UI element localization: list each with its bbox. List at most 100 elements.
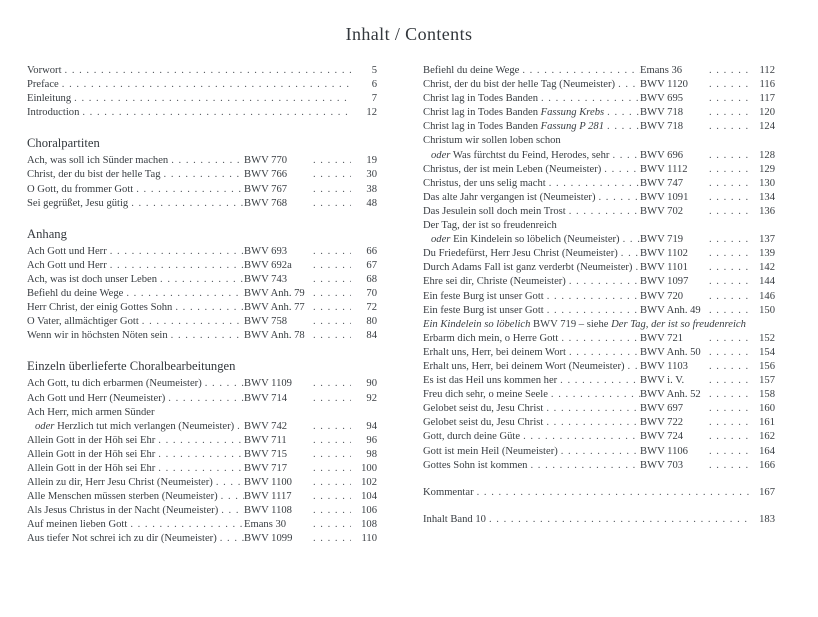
toc-entry: Aus tiefer Not schrei ich zu dir (Neumei…: [27, 532, 377, 546]
page-number: 112: [759, 65, 776, 76]
catalog-number: BWV 1102: [640, 248, 688, 260]
entry-text-segment: Vorwort: [27, 65, 62, 76]
catalog-number: BWV i. V.: [640, 375, 685, 387]
entry-title: Als Jesus Christus in der Nacht (Neumeis…: [27, 504, 218, 518]
catalog-number: Emans 30: [244, 519, 287, 531]
page-number: 104: [361, 491, 377, 503]
entry-title: O Gott, du frommer Gott: [27, 183, 133, 197]
dot-leader: [544, 290, 640, 304]
entry-head: Wenn wir in höchsten Nöten sein: [27, 329, 244, 343]
dot-leader: [474, 486, 749, 500]
entry-title: Freu dich sehr, o meine Seele: [423, 388, 548, 402]
entry-title: Auf meinen lieben Gott: [27, 518, 127, 532]
entry-head: Das alte Jahr vergangen ist (Neumeister): [423, 191, 640, 205]
entry-head: Christus, der ist mein Leben (Neumeister…: [423, 163, 640, 177]
dot-leader: [123, 287, 244, 301]
dot-leader: [706, 64, 749, 78]
catalog-number: BWV 758: [244, 316, 288, 328]
dot-leader: [706, 233, 749, 247]
entry-text-segment: Gott, durch deine Güte: [423, 431, 521, 443]
entry-head: Herr Christ, der einig Gottes Sohn: [27, 301, 244, 315]
entry-title: Ein feste Burg ist unser Gott: [423, 290, 544, 304]
entry-head: Christus, der uns selig macht: [423, 177, 640, 191]
catalog-number: BWV 702: [640, 205, 684, 217]
page-number: 100: [361, 462, 377, 474]
entry-text-segment: Christ lag in Todes Banden: [423, 93, 538, 105]
dot-leader: [706, 402, 749, 416]
entry-title: Ehre sei dir, Christe (Neumeister): [423, 275, 566, 289]
catalog-number: BWV 692a: [244, 259, 292, 271]
catalog-number: BWV 1100: [244, 477, 292, 489]
entry-text-segment: Ein feste Burg ist unser Gott: [423, 290, 544, 302]
entry-title: Ach, was ist doch unser Leben: [27, 273, 157, 287]
page-number: 144: [759, 276, 775, 288]
entry-title: Allein zu dir, Herr Jesu Christ (Neumeis…: [27, 476, 213, 490]
entry-text-segment: oder: [431, 234, 451, 246]
catalog-number: BWV 1101: [640, 262, 688, 274]
page-number: 116: [759, 79, 776, 91]
page-number: 92: [366, 392, 377, 404]
entry-text-segment: Gelobet seist du, Jesu Christ: [423, 417, 544, 429]
entry-text-segment: Kommentar: [423, 486, 474, 498]
entry-title: Preface: [27, 78, 59, 92]
entry-text-segment: Ehre sei dir, Christe (Neumeister): [423, 276, 566, 288]
page-number: 156: [759, 360, 775, 372]
entry-text-segment: Christ lag in Todes Banden: [423, 107, 541, 119]
entry-title: Christ lag in Todes Banden: [423, 92, 538, 106]
entry-head: Ach Gott und Herr: [27, 259, 244, 273]
entry-text-segment: Herzlich tut mich verlangen (Neumeister): [54, 420, 235, 432]
dot-leader: [706, 163, 749, 177]
catalog-number: BWV 722: [640, 417, 684, 429]
toc-entry: Christ lag in Todes Banden Fassung Krebs…: [423, 106, 775, 120]
dot-leader: [595, 191, 640, 205]
toc-entry: Ach, was ist doch unser Leben BWV 743 68: [27, 273, 377, 287]
catalog-number: Emans 36: [640, 65, 683, 76]
page-number: 183: [759, 513, 775, 525]
catalog-number: BWV 767: [244, 183, 288, 195]
entry-title: Christus, der uns selig macht: [423, 177, 546, 191]
page-number: 150: [759, 304, 775, 316]
page-number: 80: [366, 316, 377, 328]
entry-head: Ein feste Burg ist unser Gott: [423, 304, 640, 318]
dot-leader: [234, 420, 244, 434]
section-heading: Anhang: [27, 226, 67, 241]
entry-title: Herr Christ, der einig Gottes Sohn: [27, 301, 172, 315]
entry-title: Inhalt Band 10: [423, 513, 486, 527]
page-number: 166: [759, 459, 775, 471]
toc-entry: Erhalt uns, Herr, bei deinem Wort (Neume…: [423, 360, 775, 374]
entry-title: oder Ein Kindelein so löbelich (Neumeist…: [431, 233, 620, 247]
toc-entry: Ehre sei dir, Christe (Neumeister) BWV 10…: [423, 275, 775, 289]
entry-text-segment: oder: [35, 420, 55, 432]
dot-leader: [538, 92, 640, 106]
dot-leader: [310, 420, 351, 434]
entry-head: Das Jesulein soll doch mein Trost: [423, 205, 640, 219]
entry-title: Gott, durch deine Güte: [423, 430, 520, 444]
entry-text-segment: Durch Adams Fall ist ganz verderbt (Neum…: [423, 262, 633, 274]
entry-text-segment: Allein zu dir, Herr Jesu Christ (Neumeis…: [27, 477, 213, 489]
dot-leader: [107, 245, 244, 259]
entry-title: Du Friedefürst, Herr Jesu Christ (Neumei…: [423, 247, 618, 261]
toc-entry: Allein Gott in der Höh sei Ehr BWV 711 96: [27, 434, 377, 448]
entry-title: Ach Gott und Herr (Neumeister): [27, 392, 165, 406]
dot-leader: [310, 197, 351, 211]
entry-title: Ein Kindelein so löbelich BWV 719 – sieh…: [423, 318, 746, 332]
page-number: 98: [366, 448, 377, 460]
entry-text-segment: Erbarm dich mein, o Herre Gott: [423, 332, 559, 344]
dot-leader: [566, 205, 640, 219]
entry-text-segment: Auf meinen lieben Gott: [27, 519, 128, 531]
entry-text-segment: Befiehl du deine Wege: [423, 65, 520, 76]
dot-leader: [310, 273, 351, 287]
dot-leader: [618, 247, 640, 261]
entry-text-segment: oder: [431, 149, 451, 161]
dot-leader: [172, 301, 244, 315]
catalog-number: BWV 711: [244, 434, 287, 446]
entry-text-segment: Du Friedefürst, Herr Jesu Christ (Neumei…: [423, 248, 618, 260]
entry-head: Allein Gott in der Höh sei Ehr: [27, 462, 244, 476]
entry-text-segment: Freu dich sehr, o meine Seele: [423, 389, 548, 401]
page-number: 142: [759, 262, 775, 274]
dot-leader: [155, 448, 244, 462]
entry-text-segment: Gelobet seist du, Jesu Christ: [423, 403, 544, 415]
entry-title: Gelobet seist du, Jesu Christ: [423, 402, 543, 416]
entry-title: Allein Gott in der Höh sei Ehr: [27, 462, 155, 476]
